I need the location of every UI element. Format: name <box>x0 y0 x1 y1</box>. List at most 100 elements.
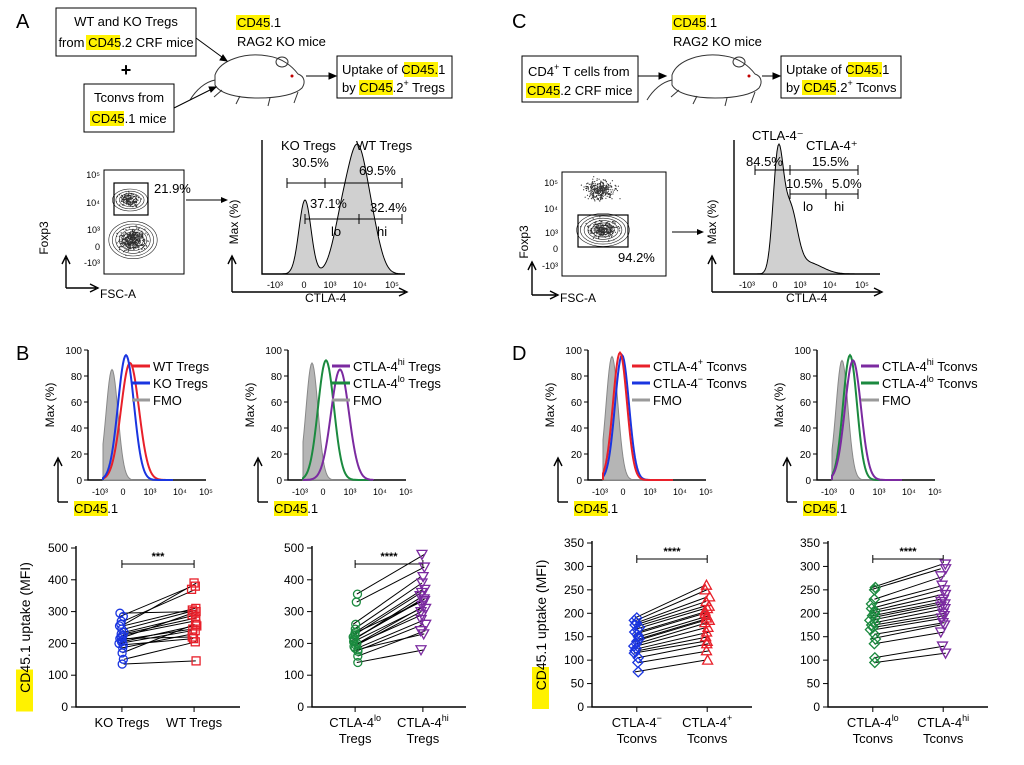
event-dot <box>132 242 134 245</box>
data-point <box>939 589 952 601</box>
event-dot <box>118 249 121 251</box>
y-tick-label: 400 <box>284 573 304 587</box>
contour-ring <box>580 215 626 245</box>
event-dot <box>597 229 599 232</box>
contour-ring <box>125 234 141 246</box>
event-dot <box>135 236 137 238</box>
highlight <box>672 15 706 30</box>
event-dot <box>596 229 598 231</box>
event-dot <box>611 235 613 237</box>
event-dot <box>617 226 620 228</box>
category-label: CTLA-4hi <box>397 713 449 730</box>
lo-label: lo <box>331 224 341 239</box>
event-dot <box>127 196 129 198</box>
event-dot <box>606 195 608 197</box>
event-dot <box>125 201 127 203</box>
event-dot <box>593 196 595 198</box>
highlight <box>532 667 549 709</box>
event-dot <box>608 236 611 238</box>
event-dot <box>123 238 125 240</box>
legend-entry: CTLA-4hi Tconvs <box>882 357 978 374</box>
event-dot <box>119 245 122 247</box>
hist-x-ticks: -10³ 0 10³ 10⁴ 10⁵ <box>267 280 399 290</box>
event-dot <box>592 198 594 200</box>
event-dot <box>599 190 601 192</box>
event-dot <box>595 222 597 224</box>
data-point <box>627 640 640 653</box>
ko-tregs-label: KO Tregs <box>281 138 336 153</box>
data-point <box>934 571 947 583</box>
gate-bars <box>286 178 403 224</box>
event-dot <box>593 197 595 199</box>
event-dot <box>125 247 127 250</box>
y-tick-label: 150 <box>800 630 820 644</box>
panel-letter-c: C <box>512 11 526 33</box>
data-point <box>936 641 949 653</box>
y-tick-label: 80 <box>71 372 83 383</box>
category-sublabel: Tconvs <box>617 731 658 746</box>
event-dot <box>594 196 597 198</box>
event-dot <box>132 193 134 196</box>
axis-arrow-icon <box>53 456 63 502</box>
event-dot <box>595 187 597 189</box>
event-dot <box>123 199 125 201</box>
contour-ring <box>119 193 141 207</box>
event-dot <box>138 234 140 236</box>
pair-line <box>356 566 425 603</box>
y-tick-label: 80 <box>800 372 812 383</box>
highlight <box>274 501 308 516</box>
pair-line <box>874 631 945 645</box>
event-dot <box>137 228 140 230</box>
data-point <box>701 653 714 665</box>
event-dot <box>138 227 140 229</box>
event-dot <box>144 228 146 230</box>
event-dot <box>131 239 133 241</box>
axis-arrow-icon <box>232 287 409 297</box>
ctla4-pos-curve <box>602 350 673 481</box>
y-tick-label: 0 <box>297 700 304 714</box>
event-dot <box>595 236 597 238</box>
event-dot <box>124 238 126 240</box>
event-dot <box>604 189 607 191</box>
event-dot <box>126 240 128 242</box>
pair-line <box>638 617 710 640</box>
data-point <box>116 619 126 629</box>
event-dot <box>598 237 600 239</box>
recipient-line1: CD45.1 <box>673 15 717 30</box>
event-dot <box>606 232 608 234</box>
event-dot <box>593 176 595 178</box>
event-dot <box>120 234 122 237</box>
y-tick-label: 500 <box>48 541 68 555</box>
event-dot <box>607 186 609 188</box>
pair-line <box>872 563 943 588</box>
event-dot <box>133 233 135 235</box>
legend-entry: CTLA-4+ Tconvs <box>653 357 747 374</box>
event-dot <box>596 183 598 185</box>
mouse-icon <box>646 54 762 107</box>
event-dot <box>124 246 126 248</box>
hist-y-label: Max (%) <box>243 383 257 428</box>
x-tick-label: 10⁴ <box>173 487 187 497</box>
y-tick-label: 0 <box>813 700 820 714</box>
event-dot <box>122 195 124 198</box>
cd4-box-line1: CD4+ T cells from <box>528 62 630 79</box>
y-tick-label: 200 <box>284 636 304 650</box>
event-dot <box>138 244 140 246</box>
y-tick-label: 50 <box>807 677 821 691</box>
event-dot <box>598 226 601 228</box>
event-dot <box>590 232 592 234</box>
data-point <box>632 665 645 678</box>
data-point <box>190 626 200 636</box>
event-dot <box>611 229 613 232</box>
event-dot <box>141 244 143 247</box>
x-axis-label: FSC-A <box>100 287 136 301</box>
mouse-icon <box>189 54 305 107</box>
hi-label: hi <box>834 199 844 214</box>
source-box-tregs <box>55 7 197 57</box>
event-dot <box>124 194 127 196</box>
treg-gate <box>113 182 149 216</box>
panel-b-paired-plot-lo-hi: 0100200300400500CTLA-4loTregsCTLA-4hiTre… <box>284 541 466 746</box>
event-dot <box>592 178 594 180</box>
event-dot <box>147 240 149 242</box>
event-dot <box>593 229 595 232</box>
